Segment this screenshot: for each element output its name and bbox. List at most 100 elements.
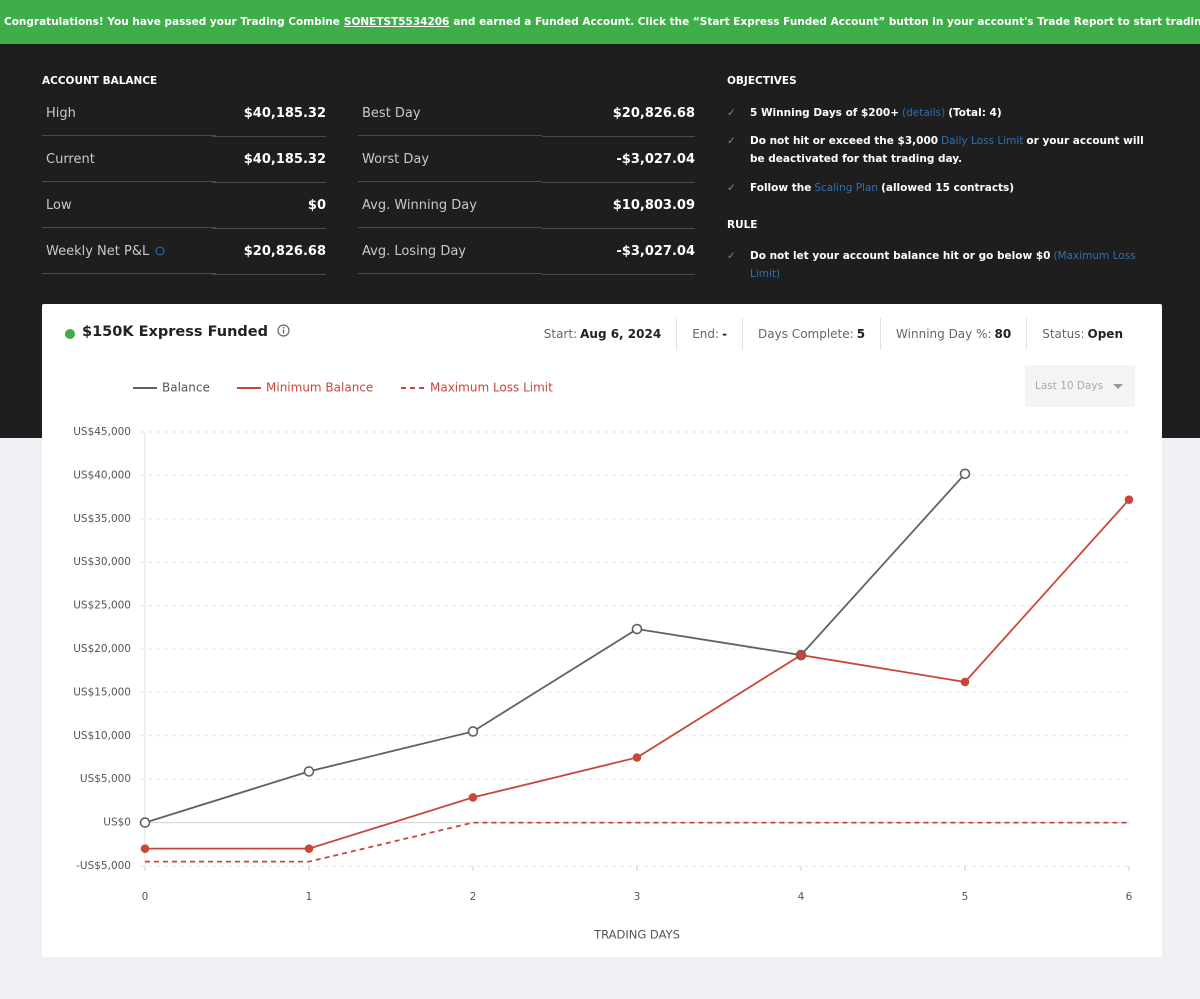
y-tick-label: US$5,000	[80, 773, 131, 785]
dropdown-caret	[1113, 384, 1123, 389]
y-tick-label: -US$5,000	[76, 860, 131, 872]
x-tick-label: 2	[470, 891, 477, 903]
data-point	[796, 650, 806, 660]
balance-label: Weekly Net P&L	[42, 229, 216, 274]
stat-label: Days Complete:	[758, 327, 854, 341]
data-point	[631, 623, 643, 635]
balance-label: Worst Day	[358, 137, 542, 182]
balance-value: $10,803.09	[542, 183, 695, 229]
y-tick-label: US$10,000	[73, 730, 131, 742]
balance-row: High $40,185.32 Best Day $20,826.68	[42, 91, 695, 137]
data-point	[632, 753, 642, 762]
series-line	[145, 821, 1129, 863]
x-tick-label: 5	[962, 891, 969, 903]
range-select[interactable]: Last 10 Days	[1025, 365, 1135, 407]
data-point	[1124, 495, 1134, 505]
balance-value: $0	[212, 183, 326, 229]
objective-link[interactable]: (details)	[902, 107, 946, 119]
stat-label: End:	[692, 327, 720, 341]
series-line	[145, 499, 1130, 850]
balance-value: $40,185.32	[212, 91, 326, 137]
data-point	[959, 468, 971, 480]
legend-label: Balance	[162, 381, 210, 395]
objective-text: Follow the Scaling Plan (allowed 15 contra…	[750, 179, 1150, 197]
x-axis-title: TRADING DAYS	[593, 928, 680, 942]
banner-text: and earned a Funded Account. Click the “…	[453, 16, 1200, 28]
balance-row: Current $40,185.32 Worst Day -$3,027.04	[42, 137, 695, 183]
balance-row: Low $0 Avg. Winning Day $10,803.09	[42, 183, 695, 229]
section-title: OBJECTIVES	[727, 75, 797, 87]
banner-text: Congratulations! You have passed your Tr…	[4, 16, 340, 28]
section-title: RULE	[727, 219, 758, 231]
y-tick-label: US$15,000	[73, 686, 131, 698]
balance-label: Avg. Losing Day	[358, 229, 542, 274]
card-title: $150K Express Funded	[82, 324, 290, 340]
data-point	[304, 844, 314, 853]
card-title-text: $150K Express Funded	[82, 324, 268, 340]
data-point	[960, 677, 970, 687]
data-point	[139, 817, 151, 828]
y-tick-label: US$20,000	[73, 643, 131, 655]
balance-label: High	[42, 91, 216, 136]
stat: Status: Open	[1026, 318, 1138, 350]
stat: End: -	[676, 318, 742, 350]
balance-value: -$3,027.04	[542, 229, 695, 275]
section-title: ACCOUNT BALANCE	[42, 75, 158, 87]
info-icon[interactable]	[155, 246, 165, 256]
objective-note: (Total: 4)	[948, 107, 1002, 119]
objective-text: 5 Winning Days of $200+ (details) (Total: …	[750, 104, 1150, 122]
objective-link[interactable]: (Maximum Loss Limit)	[750, 250, 1136, 280]
balance-label: Best Day	[358, 91, 542, 136]
legend-label: Minimum Balance	[266, 381, 373, 395]
objective-label: 5 Winning Days of $200+	[750, 107, 900, 119]
y-tick-label: US$25,000	[73, 600, 131, 612]
objective-link[interactable]: Scaling Plan	[814, 182, 879, 194]
series-line	[144, 473, 966, 824]
y-tick-label: US$30,000	[73, 556, 131, 568]
objective-link[interactable]: Daily Loss Limit	[941, 135, 1024, 147]
stat-label: Winning Day %:	[896, 327, 992, 341]
x-tick-label: 3	[634, 891, 641, 903]
balance-label: Avg. Winning Day	[358, 183, 542, 228]
account-link[interactable]: SONETST5534206	[343, 16, 450, 28]
x-tick-label: 4	[798, 891, 805, 903]
check-icon: ✓	[727, 250, 736, 262]
y-tick-label: US$35,000	[73, 513, 131, 525]
stat-label: Start:	[543, 327, 578, 341]
check-icon: ✓	[727, 107, 736, 119]
data-point	[303, 766, 315, 777]
data-point	[140, 844, 150, 853]
objective-label: Follow the	[750, 182, 812, 194]
stat-label: Status:	[1042, 327, 1085, 341]
objective-text: Do not hit or exceed the $3,000 Daily Los…	[750, 132, 1150, 168]
balance-label: Current	[42, 137, 216, 182]
stat-value: -	[722, 327, 728, 341]
range-select-text: Last 10 Days	[1035, 380, 1104, 392]
x-tick-label: 6	[1126, 891, 1133, 903]
data-point	[467, 726, 479, 737]
balance-label: Low	[42, 183, 216, 228]
stat: Start: Aug 6, 2024	[529, 318, 676, 350]
status-dot	[65, 329, 75, 339]
stat-value: 5	[856, 327, 866, 341]
stat-value: Open	[1087, 327, 1123, 341]
y-tick-label: US$40,000	[73, 469, 131, 481]
stat: Winning Day %: 80	[880, 318, 1026, 350]
objective-label: Do not hit or exceed the $3,000	[750, 135, 939, 147]
stats-bar: Start: Aug 6, 2024 End: - Days Complete: 5 Win…	[529, 318, 1138, 350]
stat: Days Complete: 5	[742, 318, 880, 350]
stat-value: Aug 6, 2024	[580, 327, 662, 341]
info-icon[interactable]	[277, 324, 290, 337]
check-icon: ✓	[727, 135, 736, 147]
x-tick-label: 1	[306, 891, 313, 903]
check-icon: ✓	[727, 182, 736, 194]
objective-text: Do not let your account balance hit or g…	[750, 247, 1150, 283]
balance-value: $40,185.32	[212, 137, 326, 183]
y-tick-label: US$45,000	[73, 426, 131, 438]
balance-value: $20,826.68	[542, 91, 695, 137]
stat-value: 80	[994, 327, 1012, 341]
x-tick-label: 0	[142, 891, 149, 903]
objective-label: Do not let your account balance hit or g…	[750, 250, 1051, 262]
